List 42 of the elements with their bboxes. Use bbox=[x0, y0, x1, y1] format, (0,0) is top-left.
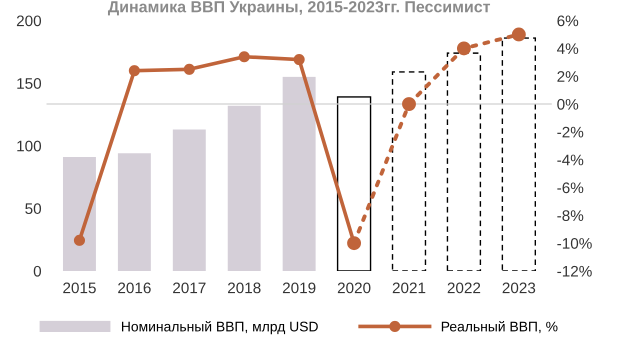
y2-tick-label: -4% bbox=[557, 154, 584, 166]
point bbox=[128, 65, 140, 76]
bar bbox=[62, 157, 96, 271]
point bbox=[456, 41, 471, 56]
y-tick-label: 200 bbox=[16, 15, 42, 26]
bar bbox=[336, 96, 372, 271]
y2-tick-label: 0% bbox=[557, 98, 578, 110]
bar bbox=[118, 153, 151, 271]
point bbox=[294, 54, 305, 66]
x-tick-label: 2020 bbox=[338, 282, 370, 294]
point bbox=[402, 97, 416, 111]
legend-label: Реальный ВВП, % bbox=[442, 321, 558, 334]
y2-tick-label: -12% bbox=[557, 266, 592, 277]
point bbox=[74, 234, 86, 246]
chart-title: Динамика ВВП Украины, 2015-2023гг. Пессимист bbox=[108, 1, 490, 16]
x-tick-label: 2023 bbox=[502, 282, 536, 294]
x-tick-label: 2018 bbox=[228, 282, 261, 294]
bar bbox=[502, 37, 536, 271]
y2-tick-label: -6% bbox=[557, 182, 584, 194]
legend-label: Номинальный ВВП, млрд USD bbox=[122, 321, 318, 334]
x-tick-label: 2021 bbox=[392, 282, 426, 294]
y-tick-label: 0 bbox=[34, 266, 42, 277]
y2-tick-label: 6% bbox=[557, 15, 578, 26]
y2-tick-label: -8% bbox=[557, 210, 584, 222]
x-tick-label: 2019 bbox=[282, 282, 316, 294]
y2-tick-label: -10% bbox=[557, 238, 592, 249]
bar bbox=[392, 71, 426, 271]
bar bbox=[172, 130, 206, 271]
y-tick-label: 150 bbox=[17, 78, 42, 89]
point bbox=[238, 51, 250, 62]
y-tick-label: 100 bbox=[17, 140, 42, 152]
x-tick-label: 2022 bbox=[448, 282, 480, 294]
point bbox=[512, 28, 526, 42]
x-tick-label: 2017 bbox=[173, 282, 206, 294]
bar bbox=[446, 52, 482, 271]
y-tick-label: 50 bbox=[25, 203, 42, 214]
x-tick-label: 2016 bbox=[118, 282, 151, 294]
point bbox=[184, 64, 195, 75]
y2-tick-label: 2% bbox=[557, 71, 578, 82]
y2-tick-label: -2% bbox=[557, 126, 584, 138]
x-tick-label: 2015 bbox=[63, 282, 96, 294]
y2-tick-label: 4% bbox=[557, 43, 578, 54]
